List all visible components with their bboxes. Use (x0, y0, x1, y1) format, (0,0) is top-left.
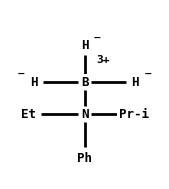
Text: Pr-i: Pr-i (118, 108, 149, 121)
Text: N: N (81, 108, 88, 121)
Text: H: H (81, 39, 88, 52)
Text: −: − (94, 33, 101, 43)
Text: −: − (18, 69, 25, 79)
Text: 3+: 3+ (96, 56, 110, 65)
Text: −: − (144, 69, 151, 79)
Text: H: H (30, 76, 38, 89)
Text: H: H (131, 76, 139, 89)
Text: Et: Et (21, 108, 36, 121)
Text: B: B (81, 76, 88, 89)
Text: Ph: Ph (77, 152, 92, 165)
